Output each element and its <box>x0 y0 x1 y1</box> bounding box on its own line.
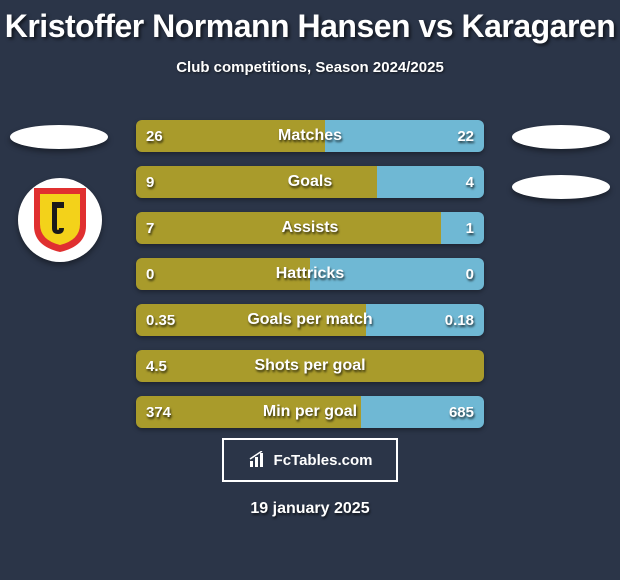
stat-row: 0.350.18Goals per match <box>136 304 484 336</box>
player-badge-left <box>10 125 108 149</box>
chart-icon <box>248 451 268 469</box>
stat-value-right: 22 <box>457 120 474 152</box>
stat-bar-left <box>136 350 484 382</box>
stat-row: 00Hattricks <box>136 258 484 290</box>
stat-value-left: 26 <box>146 120 163 152</box>
stat-bar-right <box>441 212 485 244</box>
club-shield-badge <box>18 178 102 262</box>
stat-row: 4.5Shots per goal <box>136 350 484 382</box>
stat-bar-left <box>136 258 310 290</box>
stat-value-left: 0 <box>146 258 154 290</box>
stat-bar-left <box>136 212 441 244</box>
stat-value-left: 9 <box>146 166 154 198</box>
brand-text: FcTables.com <box>274 452 373 469</box>
date-text: 19 january 2025 <box>0 500 620 518</box>
stat-row: 94Goals <box>136 166 484 198</box>
player-badge-right-1 <box>512 125 610 149</box>
stat-bar-right <box>310 258 484 290</box>
stat-bar-left <box>136 166 377 198</box>
stat-value-left: 374 <box>146 396 171 428</box>
stats-container: 2622Matches94Goals71Assists00Hattricks0.… <box>136 120 484 442</box>
player-badge-right-2 <box>512 175 610 199</box>
stat-row: 71Assists <box>136 212 484 244</box>
shield-icon <box>30 186 90 254</box>
stat-value-right: 4 <box>466 166 474 198</box>
stat-row: 374685Min per goal <box>136 396 484 428</box>
stat-row: 2622Matches <box>136 120 484 152</box>
subtitle: Club competitions, Season 2024/2025 <box>0 59 620 76</box>
page-title: Kristoffer Normann Hansen vs Karagaren <box>0 0 620 45</box>
stat-value-right: 0.18 <box>445 304 474 336</box>
stat-value-right: 685 <box>449 396 474 428</box>
stat-value-right: 1 <box>466 212 474 244</box>
stat-value-right: 0 <box>466 258 474 290</box>
stat-value-left: 7 <box>146 212 154 244</box>
stat-bar-left <box>136 120 325 152</box>
stat-value-left: 4.5 <box>146 350 167 382</box>
brand-box[interactable]: FcTables.com <box>222 438 398 482</box>
stat-value-left: 0.35 <box>146 304 175 336</box>
